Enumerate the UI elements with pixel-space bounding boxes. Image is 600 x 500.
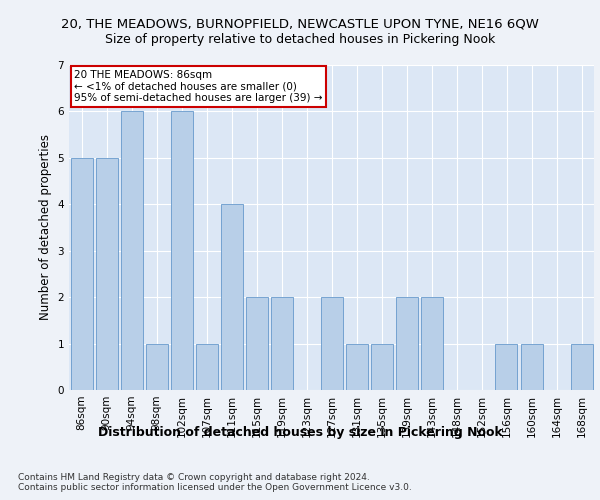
Text: Contains HM Land Registry data © Crown copyright and database right 2024.
Contai: Contains HM Land Registry data © Crown c… xyxy=(18,472,412,492)
Bar xyxy=(271,297,293,390)
Bar xyxy=(571,344,593,390)
Text: 20 THE MEADOWS: 86sqm
← <1% of detached houses are smaller (0)
95% of semi-detac: 20 THE MEADOWS: 86sqm ← <1% of detached … xyxy=(74,70,323,103)
Bar xyxy=(121,112,143,390)
Bar xyxy=(95,158,118,390)
Bar xyxy=(521,344,542,390)
Bar xyxy=(146,344,167,390)
Bar xyxy=(221,204,242,390)
Bar xyxy=(371,344,392,390)
Bar xyxy=(245,297,268,390)
Bar xyxy=(496,344,517,390)
Text: Size of property relative to detached houses in Pickering Nook: Size of property relative to detached ho… xyxy=(105,32,495,46)
Bar xyxy=(346,344,367,390)
Bar xyxy=(196,344,218,390)
Text: Distribution of detached houses by size in Pickering Nook: Distribution of detached houses by size … xyxy=(98,426,502,439)
Bar xyxy=(395,297,418,390)
Bar xyxy=(320,297,343,390)
Y-axis label: Number of detached properties: Number of detached properties xyxy=(39,134,52,320)
Bar xyxy=(71,158,92,390)
Bar xyxy=(170,112,193,390)
Text: 20, THE MEADOWS, BURNOPFIELD, NEWCASTLE UPON TYNE, NE16 6QW: 20, THE MEADOWS, BURNOPFIELD, NEWCASTLE … xyxy=(61,18,539,30)
Bar xyxy=(421,297,443,390)
